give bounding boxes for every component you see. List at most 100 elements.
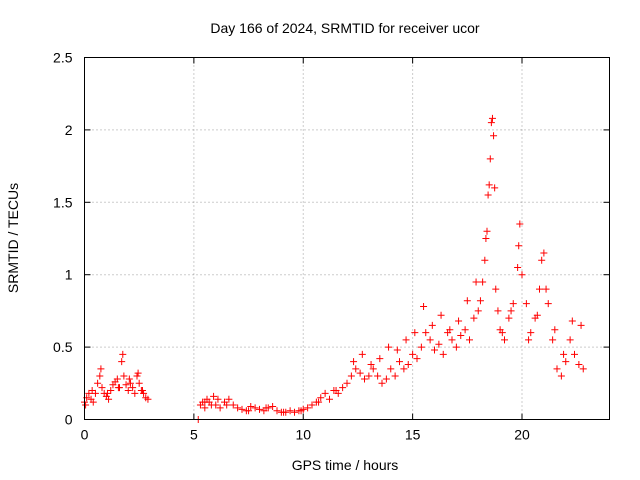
data-point (280, 408, 288, 416)
data-point (125, 375, 133, 383)
data-point (514, 263, 522, 271)
data-point (452, 343, 460, 351)
data-point (417, 343, 425, 351)
data-point (544, 300, 552, 308)
data-point (411, 329, 419, 337)
y-tick-label: 2.5 (53, 50, 73, 66)
data-point (321, 389, 329, 397)
data-point (103, 389, 111, 397)
data-point (269, 402, 277, 410)
data-point (245, 407, 253, 415)
data-point (484, 191, 492, 199)
data-point (385, 343, 393, 351)
data-point (577, 321, 585, 329)
data-point (562, 358, 570, 366)
data-point (540, 249, 548, 257)
data-point (118, 358, 126, 366)
data-point (238, 405, 246, 413)
data-point (138, 387, 146, 395)
data-point (472, 278, 480, 286)
chart-title: Day 166 of 2024, SRMTID for receiver uco… (210, 20, 480, 36)
data-point (129, 384, 137, 392)
data-point (352, 365, 360, 373)
data-point (505, 314, 513, 322)
data-point (492, 285, 500, 293)
data-point (463, 297, 471, 305)
data-point (343, 379, 351, 387)
data-point (549, 336, 557, 344)
data-point (575, 360, 583, 368)
data-point (225, 395, 233, 403)
tick-labels: 0 5 10 15 20 0 0.5 1 1.5 2 2.5 (53, 50, 530, 443)
data-point (518, 271, 526, 279)
data-point (144, 395, 152, 403)
data-point (135, 379, 143, 387)
data-point (533, 311, 541, 319)
data-point (487, 119, 495, 127)
data-point (273, 407, 281, 415)
data-point (365, 372, 373, 380)
data-point (494, 307, 502, 315)
data-point (437, 311, 445, 319)
plot-frame (84, 57, 610, 420)
data-points (81, 114, 587, 423)
data-point (361, 375, 368, 383)
data-point (409, 350, 417, 358)
axis-ticks (84, 57, 610, 420)
data-point (96, 372, 104, 380)
data-point (122, 381, 130, 389)
data-point (308, 401, 316, 409)
x-tick-label: 20 (514, 427, 530, 443)
data-point (91, 389, 99, 397)
data-point (509, 300, 517, 308)
data-point (124, 387, 132, 395)
x-tick-label: 15 (405, 427, 421, 443)
data-point (491, 184, 499, 192)
data-point (114, 384, 122, 392)
data-point (89, 398, 97, 406)
data-point (536, 285, 543, 293)
data-point (448, 336, 456, 344)
data-point (105, 395, 113, 403)
data-point (315, 398, 323, 406)
y-tick-label: 1 (65, 267, 73, 283)
data-point (212, 401, 220, 409)
data-point (461, 326, 469, 334)
data-point (234, 404, 242, 412)
data-point (402, 336, 410, 344)
data-point (97, 365, 105, 373)
data-point (88, 387, 96, 395)
data-point (426, 336, 434, 344)
data-point (553, 365, 561, 373)
data-point (256, 405, 263, 413)
x-tick-label: 0 (81, 427, 89, 443)
y-tick-label: 0.5 (53, 339, 73, 355)
data-point (422, 329, 430, 337)
x-axis-label: GPS time / hours (292, 457, 399, 473)
data-point (428, 321, 436, 329)
data-point (356, 369, 364, 377)
data-point (382, 375, 390, 383)
x-tick-label: 10 (295, 427, 311, 443)
data-point (326, 395, 333, 403)
y-tick-label: 1.5 (53, 194, 73, 210)
data-point (566, 336, 574, 344)
data-point (286, 407, 294, 415)
data-point (490, 132, 498, 140)
data-point (568, 317, 576, 325)
data-point (431, 346, 438, 354)
data-point (479, 278, 487, 286)
data-point (466, 336, 473, 344)
data-point (560, 350, 568, 358)
data-point (113, 375, 121, 383)
data-point (507, 307, 515, 315)
data-point (369, 365, 377, 373)
data-point (571, 350, 578, 358)
data-point (85, 389, 93, 397)
data-point (120, 372, 128, 380)
data-point (134, 369, 142, 377)
data-point (413, 355, 421, 363)
data-point (251, 404, 259, 412)
data-point (229, 401, 237, 409)
